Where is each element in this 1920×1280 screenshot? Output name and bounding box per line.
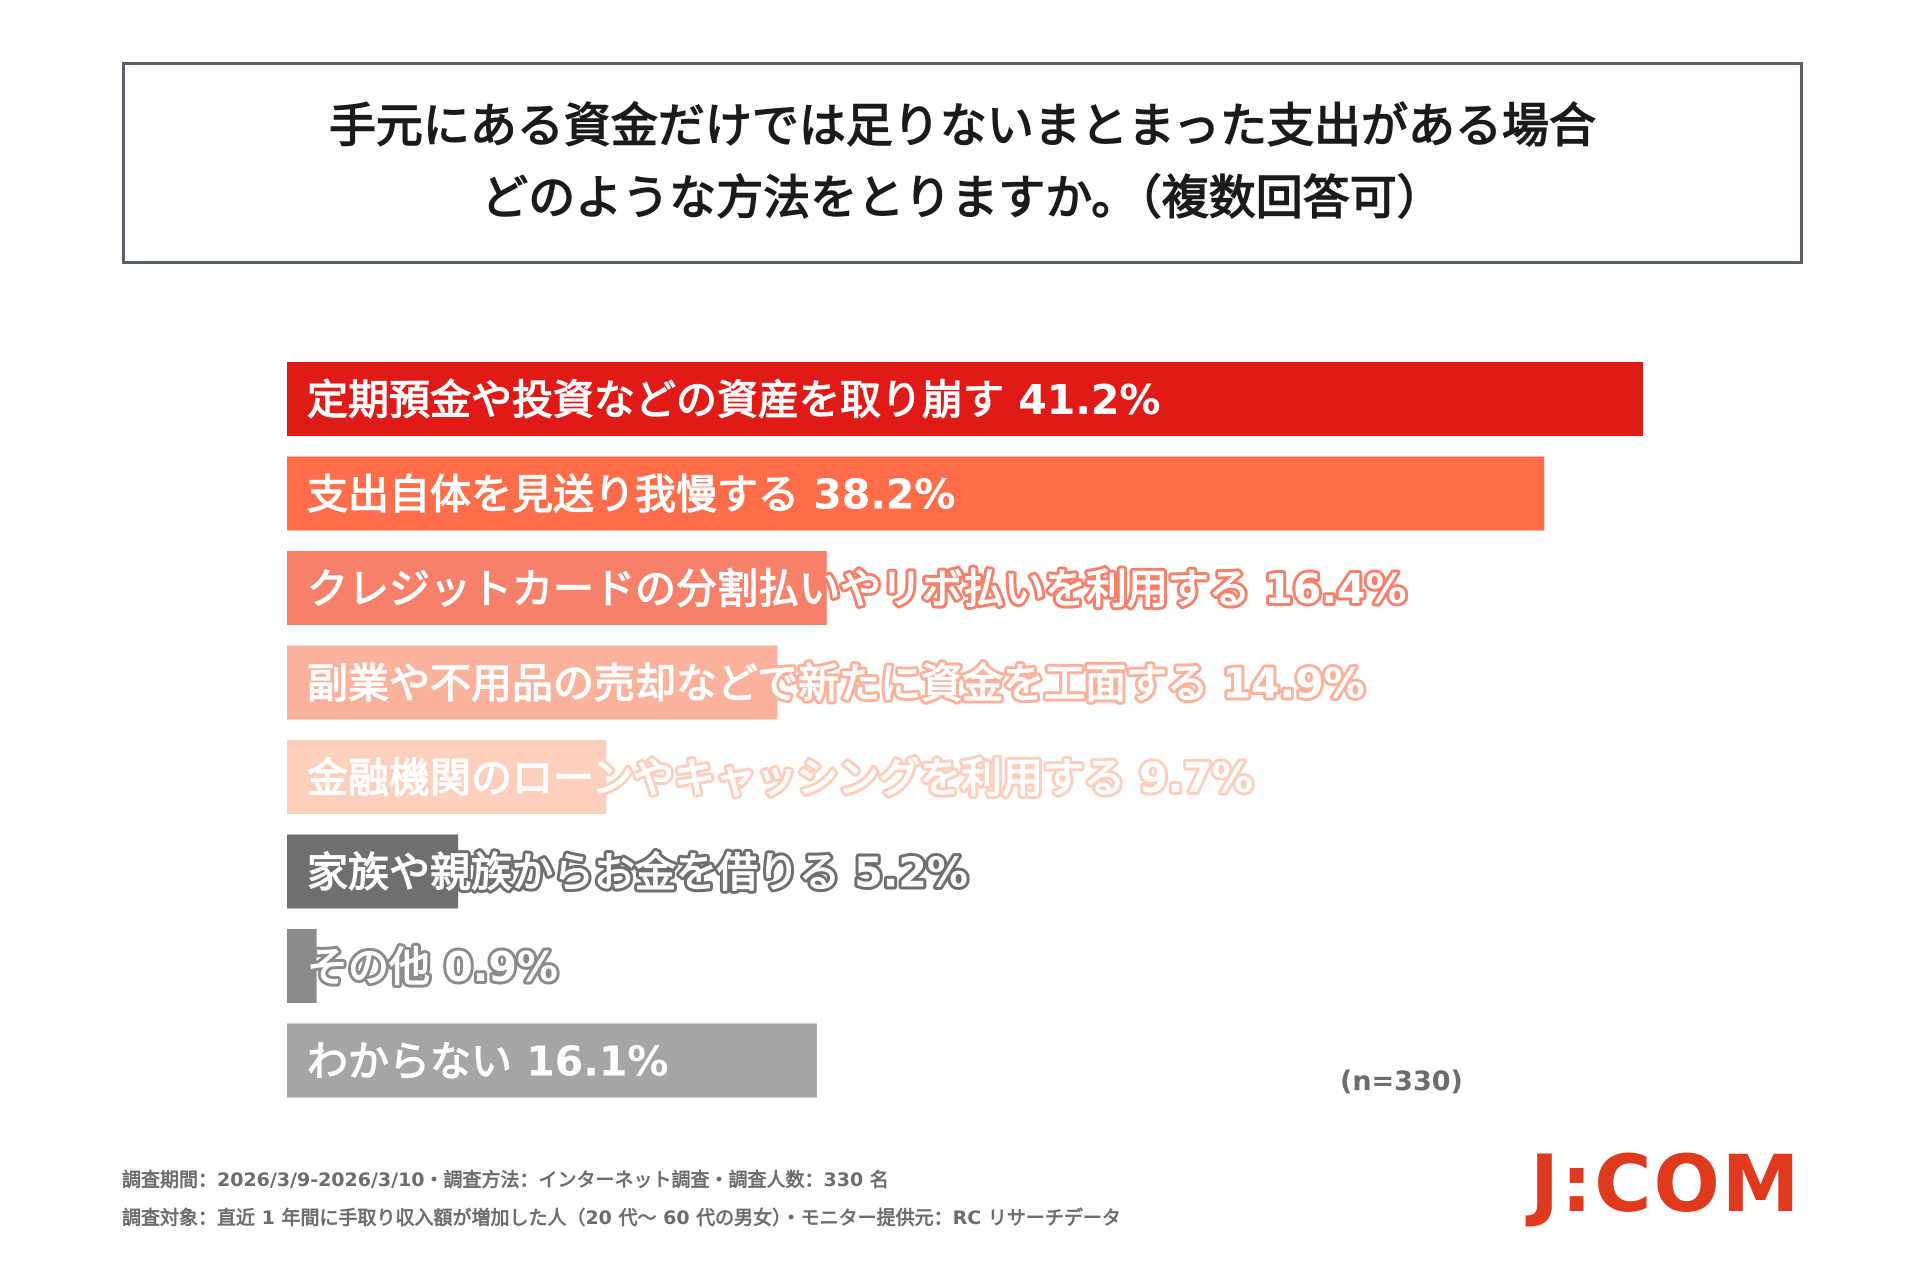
sample-size-label: (n=330) xyxy=(1340,1066,1463,1097)
title-box: 手元にある資金だけでは足りないまとまった支出がある場合 どのような方法をとります… xyxy=(122,62,1803,264)
chart-title-line-2: どのような方法をとりますか。（複数回答可） xyxy=(481,171,1444,226)
bar-6 xyxy=(287,834,459,909)
survey-target-note: 調査対象：直近 1 年間に手取り収入額が増加した人（20 代～ 60 代の男女）… xyxy=(122,1207,1121,1229)
bar-5 xyxy=(287,740,607,814)
bar-label-7: その他 0.9% xyxy=(307,943,558,991)
bar-7 xyxy=(287,929,317,1003)
bar-1 xyxy=(287,362,1643,436)
survey-period-note: 調査期間：2026/3/9-2026/3/10・調査方法：インターネット調査・調… xyxy=(122,1169,889,1191)
bar-label-1: 定期預金や投資などの資産を取り崩す 41.2% xyxy=(307,376,1161,424)
bar-8 xyxy=(287,1023,817,1098)
bar-label-4: 副業や不用品の売却などで新たに資金を工面する 14.9% xyxy=(307,660,1365,708)
bar-3 xyxy=(287,551,827,625)
bar-label-3: クレジットカードの分割払いやリボ払いを利用する 16.4% xyxy=(307,565,1407,613)
bar-2 xyxy=(287,456,1545,531)
bar-label-2: 支出自体を見送り我慢する 38.2% xyxy=(307,471,956,519)
jcom-logo: J:COM xyxy=(1530,1140,1802,1230)
chart-title-line-1: 手元にある資金だけでは足りないまとまった支出がある場合 xyxy=(328,99,1597,154)
bar-label-6: 家族や親族からお金を借りる 5.2% xyxy=(307,849,968,897)
bar-label-5: 金融機関のローンやキャッシングを利用する 9.7% xyxy=(306,754,1253,802)
bar-label-8: わからない 16.1% xyxy=(307,1038,669,1086)
bar-4 xyxy=(287,645,778,720)
